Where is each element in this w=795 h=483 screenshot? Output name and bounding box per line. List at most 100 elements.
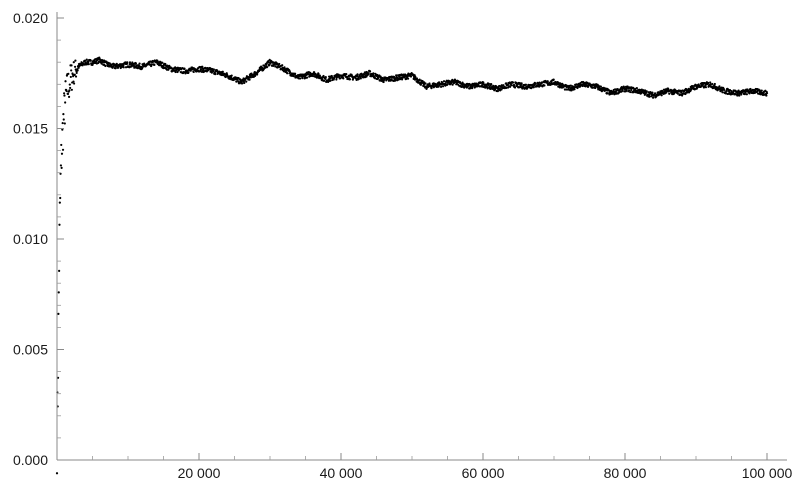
data-point [765, 94, 768, 97]
data-point [305, 76, 309, 79]
data-point [508, 85, 512, 88]
data-point [69, 86, 72, 90]
data-point [128, 61, 132, 64]
data-point [57, 312, 60, 315]
data-point [237, 76, 240, 80]
data-point [704, 86, 708, 89]
data-point [223, 73, 226, 76]
data-point [58, 223, 61, 226]
data-point [447, 79, 451, 83]
y-tick-label: 0.015 [13, 121, 48, 137]
data-point [348, 78, 352, 81]
data-point [57, 291, 60, 294]
data-point [70, 69, 73, 72]
data-point [83, 59, 87, 62]
data-point [59, 172, 62, 175]
data-point [249, 76, 252, 79]
data-point [567, 88, 570, 91]
y-axis-ticks: 0.000 0.005 0.010 0.015 0.020 [13, 10, 64, 468]
data-point [318, 74, 321, 77]
data-point [539, 84, 542, 87]
data-point [630, 88, 633, 92]
data-point [546, 80, 549, 83]
data-point [393, 75, 396, 79]
data-point [74, 59, 77, 62]
data-point [367, 72, 370, 75]
data-point [232, 78, 235, 82]
data-point [62, 113, 65, 116]
data-point [212, 70, 215, 73]
data-point [236, 78, 239, 81]
data-point [594, 86, 597, 90]
data-point [124, 66, 128, 69]
data-point [645, 90, 648, 93]
data-point [628, 89, 631, 92]
data-point [174, 70, 177, 74]
data-point [342, 77, 345, 80]
data-point [306, 73, 310, 76]
data-point [439, 85, 443, 88]
data-point [101, 61, 105, 64]
data-point [324, 77, 327, 80]
data-point [114, 67, 117, 70]
data-point [314, 72, 317, 76]
data-point [298, 77, 302, 80]
data-point [67, 95, 71, 98]
data-point [183, 67, 186, 70]
data-point [68, 89, 71, 92]
x-tick-label: 40 000 [320, 465, 363, 478]
data-point [335, 76, 338, 79]
data-point [681, 94, 684, 97]
data-point [541, 81, 544, 84]
data-point [63, 94, 66, 97]
data-point [357, 77, 360, 81]
data-point [289, 71, 292, 74]
data-point [73, 82, 76, 85]
data-point [538, 81, 541, 84]
data-point [67, 72, 70, 75]
data-point [115, 62, 118, 65]
data-point [221, 70, 224, 73]
data-point [356, 75, 359, 78]
data-point [104, 64, 107, 68]
data-point [500, 84, 503, 87]
data-point [322, 74, 325, 78]
data-point [329, 79, 332, 82]
data-point [534, 82, 537, 85]
data-point [419, 83, 423, 86]
data-point [461, 81, 464, 84]
data-point [745, 93, 748, 96]
data-point [89, 59, 92, 62]
x-tick-label: 100 000 [742, 465, 793, 478]
data-point [274, 65, 277, 68]
data-point [486, 87, 489, 90]
data-point [718, 85, 721, 88]
data-point [283, 66, 286, 69]
data-point [613, 88, 617, 91]
data-point [480, 84, 484, 87]
data-point [64, 80, 67, 83]
data-point [505, 82, 508, 85]
data-point [212, 68, 215, 71]
series-points [55, 56, 769, 475]
data-point [187, 71, 190, 74]
data-point [691, 85, 694, 88]
data-point [482, 81, 485, 84]
data-point [311, 74, 315, 78]
data-point [98, 58, 102, 61]
data-point [87, 63, 90, 66]
data-point [359, 75, 362, 78]
x-tick-label: 80 000 [604, 465, 647, 478]
data-point [446, 83, 449, 86]
data-point [629, 90, 632, 94]
data-point [256, 73, 259, 76]
data-point [335, 78, 338, 81]
data-point [153, 63, 156, 67]
data-point [479, 81, 482, 84]
x-tick-label: 60 000 [462, 465, 505, 478]
data-point [713, 82, 716, 86]
data-point [518, 82, 522, 85]
data-point [281, 64, 284, 67]
data-point [519, 83, 523, 87]
